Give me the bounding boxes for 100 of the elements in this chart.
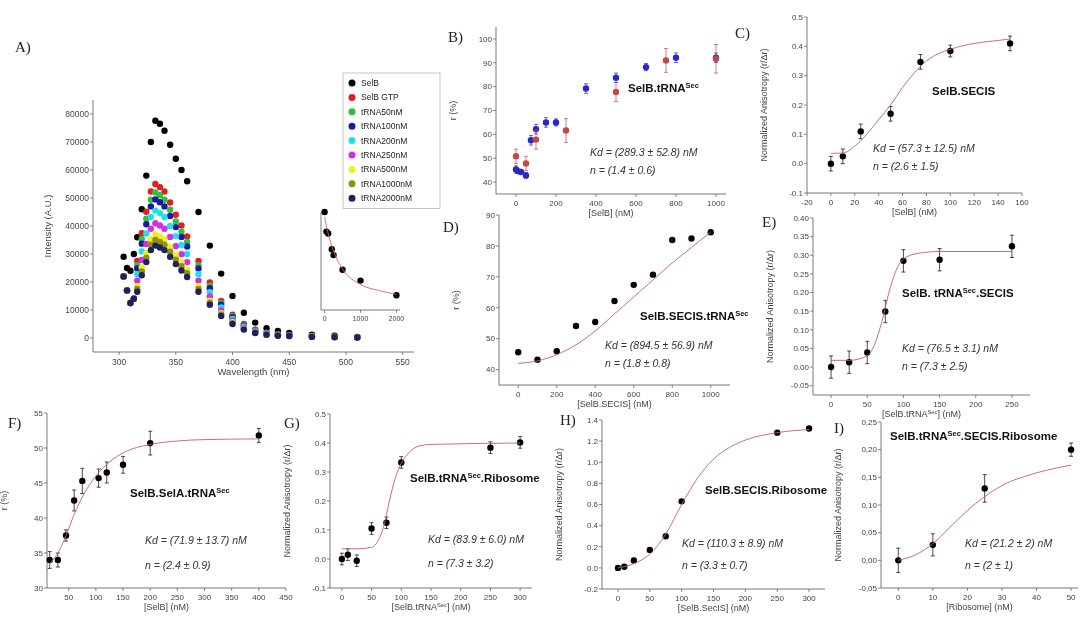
x-tick-label: 1000 xyxy=(707,199,726,208)
y-tick-label: -0.1 xyxy=(789,188,804,198)
y-tick-label: 0.0 xyxy=(791,159,804,169)
x-axis-title: [SelB] (nM) xyxy=(588,208,634,218)
y-tick-label: 0.20 xyxy=(793,288,810,298)
y-tick-label: 80 xyxy=(486,241,496,251)
chart-title: F) xyxy=(8,415,22,432)
x-tick-label: 0 xyxy=(513,199,519,208)
x-tick-label: 300 xyxy=(802,594,817,603)
y-tick-label: 70 xyxy=(486,272,496,282)
y-axis-title: r (%) xyxy=(451,290,462,310)
y-tick-label: 0.35 xyxy=(793,232,810,242)
y-tick-label: 1.4 xyxy=(586,415,599,425)
x-axis-title: [SelB.tRNA$^{Sec}$] (nM) xyxy=(391,602,471,612)
y-tick-label: 70 xyxy=(483,106,493,116)
y-tick-label: 55 xyxy=(34,408,44,418)
x-tick-label: -20 xyxy=(801,198,814,207)
x-tick-label: 60 xyxy=(898,198,908,207)
y-tick-label: 0,25 xyxy=(861,417,878,427)
y-tick-label: 50 xyxy=(34,443,44,453)
x-tick-label: 250 xyxy=(1005,400,1020,409)
x-axis-title: Wavelength (nm) xyxy=(217,366,290,377)
y-tick-label: 80 xyxy=(483,82,493,92)
x-tick-label: 140 xyxy=(991,198,1006,207)
y-tick-label: 0.0 xyxy=(314,554,327,564)
y-axis-title: Normalized Anisotropy (r/Δr) xyxy=(282,444,293,558)
legend-label: tRNA1000nM xyxy=(361,178,413,189)
chart-title: G) xyxy=(284,415,300,432)
y-tick-label: 80000 xyxy=(65,108,90,119)
annotation: Kd = (57.3 ± 12.5) nM xyxy=(873,142,976,154)
annotation: Kd = (83.9 ± 6.0) nM xyxy=(428,533,525,545)
x-tick-label: 20 xyxy=(850,198,860,207)
annotation: Kd = (21.2 ± 2) nM xyxy=(965,537,1053,549)
x-tick-label: 250 xyxy=(483,593,498,602)
y-tick-label: 10000 xyxy=(65,304,90,315)
y-tick-label: 0.15 xyxy=(793,306,810,316)
x-tick-label: 0 xyxy=(828,400,834,409)
y-tick-label: 0.00 xyxy=(793,362,810,372)
y-tick-label: -0,05 xyxy=(858,583,878,593)
y-tick-label: -0.2 xyxy=(584,584,599,594)
text: C) xyxy=(735,25,750,42)
y-tick-label: 0.4 xyxy=(314,438,327,448)
y-tick-label: 0.2 xyxy=(586,542,599,552)
x-tick-label: 400 xyxy=(588,390,603,399)
chart-title: I) xyxy=(834,420,844,437)
text: SelB.tRNA$^{Sec}$ xyxy=(628,80,699,94)
y-tick-label: 0.4 xyxy=(586,521,599,531)
x-tick-label: 300 xyxy=(111,356,127,367)
annotation: Kd = (894.5 ± 56.9) nM xyxy=(605,339,713,351)
x-tick-label: 40 xyxy=(1032,593,1042,602)
chart-title: E) xyxy=(762,214,777,231)
annotation: n = (3.3 ± 0.7) xyxy=(682,559,748,571)
text: SelB.tRNA$^{Sec}$.SECIS.Ribosome xyxy=(890,428,1058,442)
y-axis-title: Normalized Anisotropy (r/Δr) xyxy=(759,48,770,162)
y-tick-label: 0 xyxy=(84,332,90,343)
legend-label: tRNA2000nM xyxy=(361,193,413,204)
y-tick-label: 40 xyxy=(486,365,496,375)
x-tick-label: 150 xyxy=(932,400,947,409)
y-tick-label: -0.05 xyxy=(790,381,810,391)
y-tick-label: 0.0 xyxy=(586,563,599,573)
y-tick-label: 0.30 xyxy=(793,251,810,261)
y-tick-label: 40 xyxy=(34,513,44,523)
x-tick-label: 100 xyxy=(394,593,409,602)
y-tick-label: 0.4 xyxy=(791,42,804,52)
x-tick-label: 250 xyxy=(170,593,185,602)
text: SelB.SECIS xyxy=(932,85,996,97)
x-tick-label: 600 xyxy=(627,390,641,399)
y-tick-label: 35 xyxy=(34,548,44,558)
y-tick-label: 0.10 xyxy=(793,325,810,335)
y-tick-label: 0.6 xyxy=(586,500,599,510)
y-tick-label: 0,15 xyxy=(861,473,878,483)
x-tick-label: 50 xyxy=(1066,593,1077,602)
x-tick-label: 800 xyxy=(669,199,684,208)
x-tick-label: 40 xyxy=(874,198,884,207)
y-axis-title: Intensity (A.U.) xyxy=(42,194,54,258)
y-tick-label: 0.25 xyxy=(793,269,810,279)
y-tick-label: 0.5 xyxy=(314,409,327,419)
y-axis-title: r (%) xyxy=(448,100,459,121)
text: SelB.SECIS.tRNA$^{Sec}$ xyxy=(640,308,749,322)
x-tick-label: 300 xyxy=(197,593,212,602)
y-axis-title: Normalized Anisotropy (r/Δr) xyxy=(833,448,844,562)
y-tick-label: 0.05 xyxy=(793,344,810,354)
y-tick-label: 0.1 xyxy=(314,525,327,535)
y-tick-label: 40000 xyxy=(65,220,90,231)
x-axis-title: [Ribosome] (nM) xyxy=(946,602,1013,612)
annotation: n = (7.3 ± 3.2) xyxy=(428,557,494,569)
chart-title: D) xyxy=(443,219,459,236)
legend-label: SelB xyxy=(361,78,380,88)
x-tick-label: 160 xyxy=(1015,198,1030,207)
x-tick-label: 100 xyxy=(896,400,911,409)
x-tick-label: 0 xyxy=(339,593,345,602)
legend-label: tRNA50nM xyxy=(361,106,403,117)
y-tick-label: 0,00 xyxy=(861,556,878,566)
legend-label: tRNA200nM xyxy=(361,135,408,146)
y-tick-label: 0.40 xyxy=(793,213,810,223)
x-tick-label: 100 xyxy=(674,594,689,603)
y-tick-label: 0.3 xyxy=(791,71,804,81)
x-axis-title: [SelB] (nM) xyxy=(143,602,190,612)
x-tick-label: 400 xyxy=(589,199,604,208)
y-tick-label: 60 xyxy=(483,130,493,140)
